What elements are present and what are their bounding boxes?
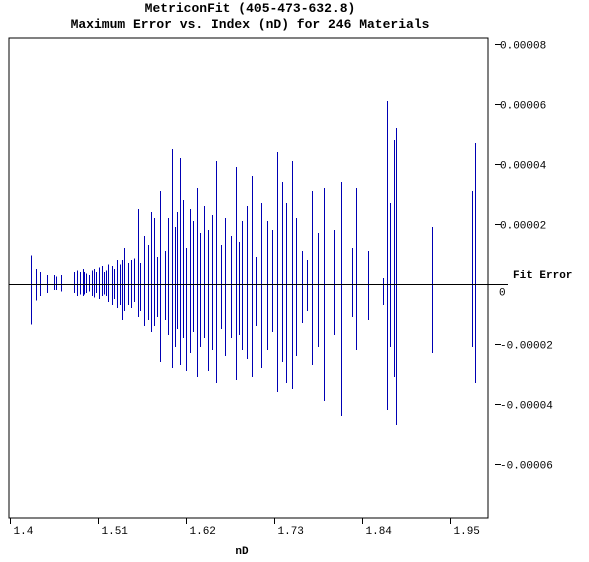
x-axis-label: nD — [235, 546, 249, 558]
chart-title: MetriconFit (405-473-632.8) — [144, 1, 356, 16]
y-tick-label: 0.00002 — [500, 221, 546, 233]
x-tick-label: 1.73 — [278, 526, 304, 538]
y-tick-label: -0.00006 — [500, 461, 553, 473]
x-tick-label: 1.4 — [14, 526, 34, 538]
y-axis-label: Fit Error — [513, 270, 572, 282]
x-tick-label: 1.51 — [102, 526, 129, 538]
x-tick-label: 1.95 — [454, 526, 480, 538]
y-tick-label: 0 — [499, 288, 506, 300]
chart-subtitle: Maximum Error vs. Index (nD) for 246 Mat… — [70, 17, 430, 32]
y-tick-label: -0.00002 — [500, 341, 553, 353]
y-tick-label: 0.00004 — [500, 161, 547, 173]
y-axis: 0.00008 0.00006 0.00004 0.00002 0 -0.00002 -0.… — [495, 41, 553, 473]
data-bars — [31, 101, 476, 425]
x-axis: 1.4 1.51 1.62 1.73 1.84 1.95 — [10, 518, 480, 538]
x-tick-label: 1.62 — [190, 526, 216, 538]
y-tick-label: 0.00006 — [500, 101, 546, 113]
x-tick-label: 1.84 — [366, 526, 393, 538]
y-tick-label: 0.00008 — [500, 41, 546, 53]
plot-frame — [8, 37, 489, 519]
y-tick-label: -0.00004 — [500, 401, 553, 413]
